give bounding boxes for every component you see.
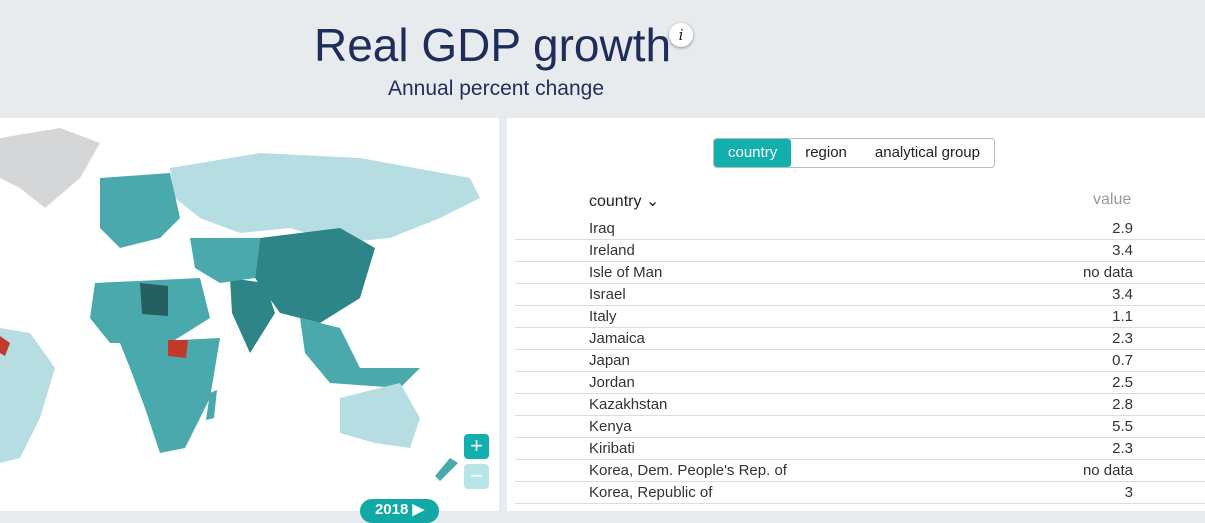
country-name: Kiribati [589, 440, 635, 457]
country-table: Iraq 2.9 Ireland 3.4 Isle of Man no data Israe… [515, 220, 1205, 504]
country-header-label: country [589, 193, 642, 210]
country-value: 3 [1124, 484, 1133, 501]
table-row[interactable]: Jordan 2.5 [515, 372, 1205, 394]
table-row[interactable]: Jamaica 2.3 [515, 328, 1205, 350]
country-value: 5.5 [1112, 418, 1133, 435]
zoom-out-button[interactable]: − [464, 464, 489, 489]
page-title: Real GDP growth [314, 19, 672, 71]
new-zealand[interactable] [435, 458, 458, 481]
greenland[interactable] [0, 128, 100, 208]
table-panel: country region analytical group country … [507, 118, 1205, 511]
europe[interactable] [100, 173, 180, 248]
country-value: 2.3 [1112, 330, 1133, 347]
table-row[interactable]: Kiribati 2.3 [515, 438, 1205, 460]
tab-analytical-group[interactable]: analytical group [874, 144, 980, 161]
value-column-header[interactable]: value [1093, 191, 1132, 208]
southeast-asia[interactable] [300, 318, 420, 388]
header: Real GDP growth i Annual percent change [0, 0, 1205, 118]
australia[interactable] [340, 383, 420, 448]
table-row[interactable]: Isle of Man no data [515, 262, 1205, 284]
map-svg[interactable] [0, 118, 499, 511]
year-play-button[interactable]: 2018 ▶ [360, 499, 439, 523]
madagascar[interactable] [206, 390, 217, 420]
tab-country[interactable]: country [714, 139, 792, 167]
country-name: Kenya [589, 418, 632, 435]
south-america[interactable] [0, 328, 55, 463]
country-name: Italy [589, 308, 617, 325]
country-value: 3.4 [1112, 242, 1133, 259]
country-value: 0.7 [1112, 352, 1133, 369]
zoom-in-button[interactable]: + [464, 434, 489, 459]
country-value: no data [1082, 264, 1133, 281]
country-name: Jamaica [589, 330, 645, 347]
china[interactable] [255, 228, 375, 323]
table-row[interactable]: Italy 1.1 [515, 306, 1205, 328]
venezuela[interactable] [0, 336, 10, 356]
country-name: Korea, Republic of [589, 484, 713, 501]
south-sudan[interactable] [168, 340, 188, 358]
table-row[interactable]: Korea, Republic of 3 [515, 482, 1205, 504]
country-column-header[interactable]: country ⌄ [589, 191, 659, 211]
country-value: 2.8 [1112, 396, 1133, 413]
grouping-toggle: country region analytical group [713, 138, 995, 168]
russia[interactable] [170, 153, 480, 243]
tab-region[interactable]: region [805, 144, 847, 161]
table-row[interactable]: Iraq 2.9 [515, 218, 1205, 240]
country-value: no data [1082, 462, 1133, 479]
world-map[interactable]: + − [0, 118, 499, 511]
country-name: Ireland [589, 242, 635, 259]
page-subtitle: Annual percent change [388, 77, 604, 100]
country-name: Kazakhstan [589, 396, 668, 413]
india[interactable] [230, 278, 275, 353]
south-africa-region[interactable] [120, 338, 220, 453]
country-value: 2.9 [1112, 220, 1133, 237]
country-value: 1.1 [1112, 308, 1133, 325]
libya[interactable] [140, 283, 168, 316]
country-name: Jordan [589, 374, 635, 391]
country-name: Isle of Man [589, 264, 663, 281]
table-row[interactable]: Israel 3.4 [515, 284, 1205, 306]
info-icon[interactable]: i [669, 23, 693, 47]
country-name: Korea, Dem. People's Rep. of [589, 462, 787, 479]
country-value: 2.5 [1112, 374, 1133, 391]
central-asia[interactable] [190, 238, 260, 283]
table-row[interactable]: Kazakhstan 2.8 [515, 394, 1205, 416]
country-name: Israel [589, 286, 626, 303]
table-row[interactable]: Ireland 3.4 [515, 240, 1205, 262]
country-name: Japan [589, 352, 630, 369]
country-name: Iraq [589, 220, 615, 237]
country-value: 2.3 [1112, 440, 1133, 457]
table-row[interactable]: Japan 0.7 [515, 350, 1205, 372]
table-row[interactable]: Kenya 5.5 [515, 416, 1205, 438]
chevron-down-icon: ⌄ [645, 193, 660, 210]
country-value: 3.4 [1112, 286, 1133, 303]
table-row[interactable]: Korea, Dem. People's Rep. of no data [515, 460, 1205, 482]
